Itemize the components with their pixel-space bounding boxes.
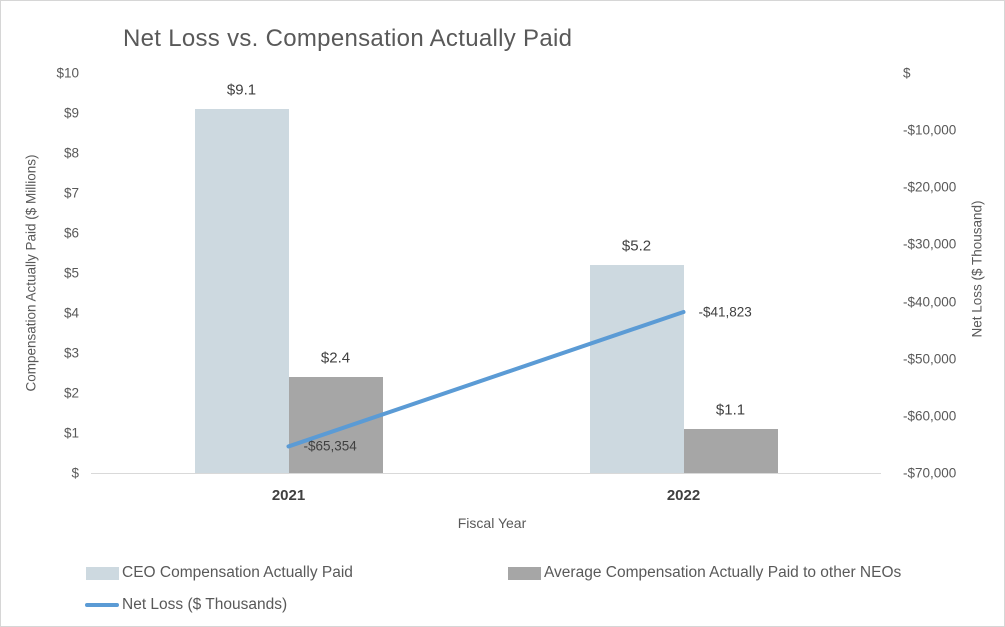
left-tick-label: $1 <box>63 425 79 441</box>
left-tick-label: $9 <box>63 105 79 121</box>
legend-label: CEO Compensation Actually Paid <box>122 564 353 581</box>
right-tick-label: -$50,000 <box>903 351 957 367</box>
right-tick-label: -$10,000 <box>903 122 957 138</box>
right-tick-label: -$60,000 <box>903 408 957 424</box>
chart-title: Net Loss vs. Compensation Actually Paid <box>123 25 573 52</box>
bar-neo <box>288 377 383 473</box>
left-tick-label: $6 <box>63 225 79 241</box>
left-tick-label: $10 <box>56 65 79 81</box>
right-tick-label: -$30,000 <box>903 236 957 252</box>
right-tick-label: -$70,000 <box>903 465 957 481</box>
legend-swatch-bar <box>86 566 119 580</box>
bar-ceo <box>194 109 289 473</box>
right-tick-label: -$20,000 <box>903 179 957 195</box>
right-tick-label: $ <box>903 65 911 81</box>
right-tick-label: -$40,000 <box>903 294 957 310</box>
bar-ceo <box>589 265 684 473</box>
category-label: 2022 <box>666 487 701 504</box>
left-tick-label: $4 <box>63 305 79 321</box>
category-label: 2021 <box>271 487 306 504</box>
bar-data-label: $2.4 <box>320 349 351 367</box>
line-data-label: -$65,354 <box>303 438 357 454</box>
legend-label: Net Loss ($ Thousands) <box>122 596 288 613</box>
left-tick-label: $5 <box>63 265 79 281</box>
legend-item: CEO Compensation Actually Paid <box>86 564 353 582</box>
right-axis-title: Net Loss ($ Thousand) <box>969 200 985 338</box>
left-tick-label: $8 <box>63 145 79 161</box>
legend-item: Net Loss ($ Thousands) <box>85 596 287 614</box>
left-tick-label: $7 <box>63 185 79 201</box>
line-data-label: -$41,823 <box>698 304 752 320</box>
left-tick-label: $2 <box>63 385 79 401</box>
bar-data-label: $1.1 <box>715 401 746 419</box>
left-tick-label: $3 <box>63 345 79 361</box>
legend-item: Average Compensation Actually Paid to ot… <box>508 564 901 582</box>
legend-swatch-bar <box>508 566 541 580</box>
bar-data-label: $9.1 <box>226 81 257 99</box>
left-tick-label: $ <box>71 465 79 481</box>
bar-neo <box>683 429 778 473</box>
legend-swatch-line <box>85 603 119 607</box>
bar-data-label: $5.2 <box>621 237 652 255</box>
x-axis-line <box>91 473 881 474</box>
x-axis-title: Fiscal Year <box>457 515 527 531</box>
legend-label: Average Compensation Actually Paid to ot… <box>544 564 902 581</box>
